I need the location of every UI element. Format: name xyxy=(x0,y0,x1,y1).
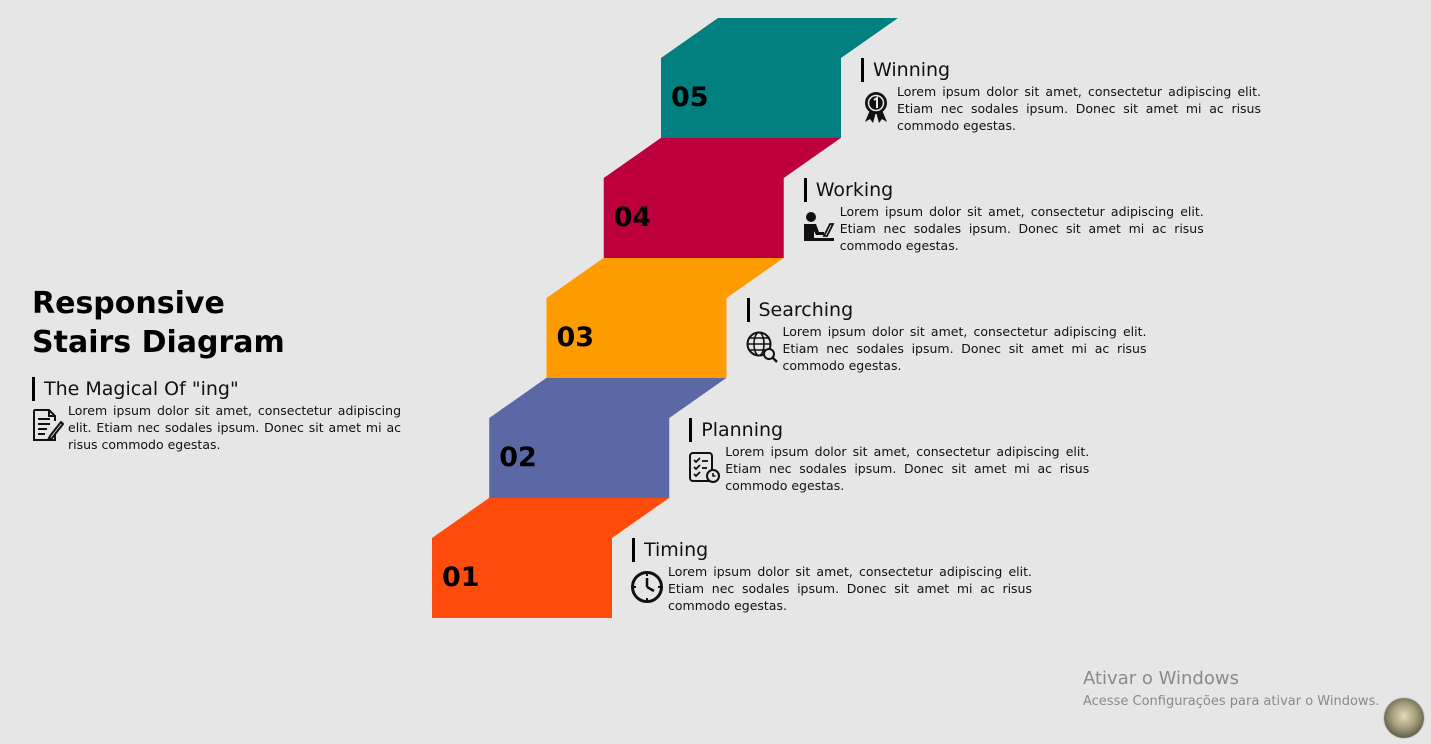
step-front-face xyxy=(603,178,784,258)
step-top-face xyxy=(603,138,841,178)
step-label: Planning xyxy=(689,418,783,442)
step-front-face xyxy=(546,298,727,378)
checklist-icon xyxy=(689,452,721,483)
intro-heading: The Magical Of "ing" xyxy=(32,377,239,401)
step-description: Lorem ipsum dolor sit amet, consectetur … xyxy=(897,84,1261,133)
document-edit-icon xyxy=(33,409,64,441)
page-title: Responsive Stairs Diagram xyxy=(32,284,285,362)
step-label: Working xyxy=(803,178,893,202)
award-medal-icon xyxy=(865,92,887,123)
step-number: 03 xyxy=(556,322,595,353)
step-top-face xyxy=(489,378,727,418)
step-label: Winning xyxy=(861,58,950,82)
step-top-face xyxy=(546,258,784,298)
clock-icon xyxy=(631,571,663,603)
step-top-face xyxy=(432,498,669,538)
step-description: Lorem ipsum dolor sit amet, consectetur … xyxy=(725,444,1090,493)
step-description: Lorem ipsum dolor sit amet, consectetur … xyxy=(839,204,1204,253)
step-label: Timing xyxy=(632,538,708,562)
step-number: 02 xyxy=(499,442,537,473)
step-front-face xyxy=(489,418,670,498)
person-laptop-icon xyxy=(803,212,835,241)
title-line-2: Stairs Diagram xyxy=(32,325,285,360)
step-description: Lorem ipsum dolor sit amet, consectetur … xyxy=(782,324,1147,373)
step-front-face xyxy=(661,58,841,138)
avatar[interactable] xyxy=(1384,698,1424,738)
windows-activation-subtitle: Acesse Configurações para ativar o Windo… xyxy=(1083,694,1380,709)
globe-search-icon xyxy=(746,331,778,363)
step-number: 04 xyxy=(613,202,652,233)
step-top-face xyxy=(661,18,898,58)
windows-activation-title: Ativar o Windows xyxy=(1083,668,1239,689)
step-front-face xyxy=(432,538,612,618)
step-number: 05 xyxy=(671,82,709,113)
title-line-1: Responsive xyxy=(32,286,225,321)
step-number: 01 xyxy=(442,562,480,593)
step-label: Searching xyxy=(746,298,853,322)
intro-text: Lorem ipsum dolor sit amet, consectetur … xyxy=(68,403,401,452)
step-description: Lorem ipsum dolor sit amet, consectetur … xyxy=(668,564,1032,613)
